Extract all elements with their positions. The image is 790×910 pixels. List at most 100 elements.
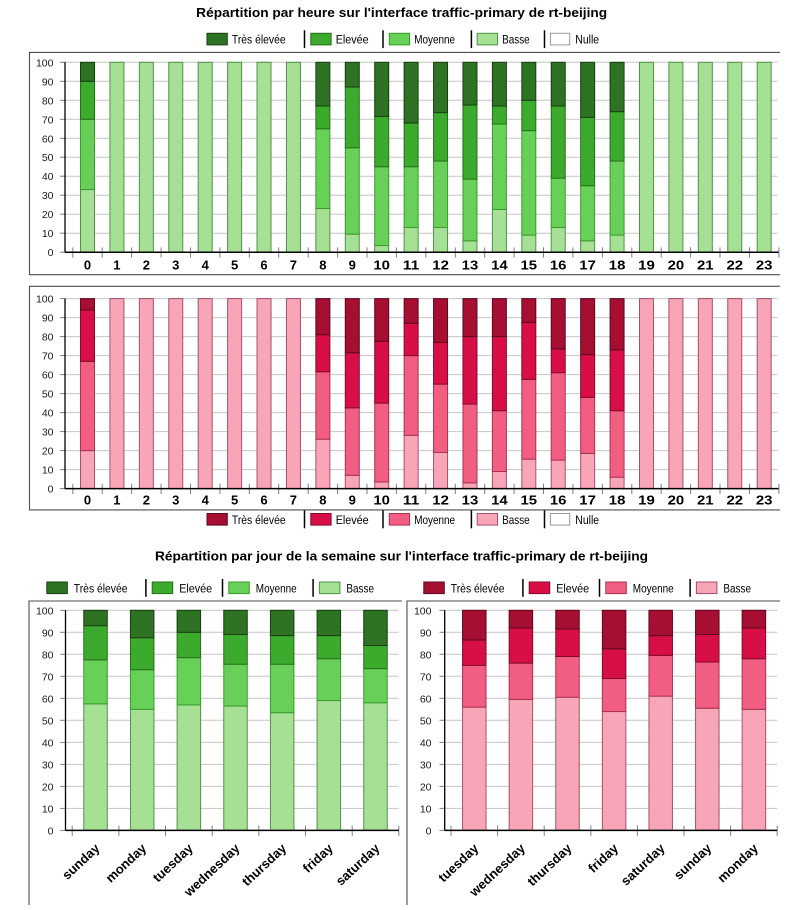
svg-text:Répartition par jour de la sem: Répartition par jour de la semaine sur l…: [155, 549, 648, 564]
svg-text:0: 0: [426, 825, 432, 837]
svg-text:16: 16: [550, 258, 567, 273]
svg-text:20: 20: [668, 258, 685, 273]
svg-text:18: 18: [609, 492, 626, 507]
svg-text:23: 23: [756, 492, 773, 507]
svg-text:30: 30: [42, 427, 54, 439]
svg-text:30: 30: [42, 190, 54, 202]
svg-text:6: 6: [260, 258, 267, 273]
svg-text:70: 70: [42, 114, 54, 126]
svg-text:14: 14: [491, 258, 508, 273]
svg-text:8: 8: [319, 258, 326, 273]
svg-text:50: 50: [420, 715, 432, 727]
svg-text:100: 100: [36, 605, 54, 617]
svg-text:Très élevée: Très élevée: [232, 513, 286, 527]
svg-text:6: 6: [260, 492, 267, 507]
svg-text:10: 10: [373, 258, 390, 273]
svg-text:Moyenne: Moyenne: [256, 581, 297, 595]
svg-text:80: 80: [42, 95, 54, 107]
svg-text:70: 70: [42, 671, 54, 683]
svg-text:80: 80: [42, 332, 54, 344]
svg-text:5: 5: [231, 492, 238, 507]
svg-text:20: 20: [42, 209, 54, 221]
svg-text:Elevée: Elevée: [336, 513, 369, 527]
svg-text:90: 90: [420, 627, 432, 639]
svg-text:20: 20: [420, 781, 432, 793]
svg-text:20: 20: [42, 781, 54, 793]
svg-text:10: 10: [420, 803, 432, 815]
svg-text:11: 11: [403, 492, 420, 507]
svg-text:Basse: Basse: [723, 581, 751, 595]
svg-text:40: 40: [42, 737, 54, 749]
svg-text:14: 14: [491, 492, 508, 507]
svg-text:0: 0: [48, 484, 54, 496]
svg-text:Très élevée: Très élevée: [74, 581, 128, 595]
svg-text:Moyenne: Moyenne: [414, 33, 455, 47]
svg-text:50: 50: [42, 152, 54, 164]
svg-text:60: 60: [420, 693, 432, 705]
svg-text:Nulle: Nulle: [575, 513, 599, 527]
svg-text:90: 90: [42, 76, 54, 88]
svg-text:13: 13: [462, 492, 479, 507]
svg-text:Elevée: Elevée: [336, 33, 369, 47]
svg-text:10: 10: [42, 228, 54, 240]
svg-text:40: 40: [420, 737, 432, 749]
svg-text:5: 5: [231, 258, 238, 273]
svg-text:0: 0: [84, 258, 91, 273]
svg-text:4: 4: [202, 258, 210, 273]
svg-text:2: 2: [143, 258, 150, 273]
svg-text:11: 11: [403, 258, 420, 273]
svg-text:13: 13: [462, 258, 479, 273]
svg-text:Très élevée: Très élevée: [232, 33, 286, 47]
svg-text:Moyenne: Moyenne: [414, 513, 455, 527]
svg-text:8: 8: [319, 492, 326, 507]
svg-text:Répartition par heure sur l'in: Répartition par heure sur l'interface tr…: [196, 5, 607, 20]
svg-text:30: 30: [420, 759, 432, 771]
svg-text:0: 0: [48, 247, 54, 259]
svg-text:10: 10: [42, 803, 54, 815]
svg-text:16: 16: [550, 492, 567, 507]
svg-text:20: 20: [42, 446, 54, 458]
svg-text:Elevée: Elevée: [179, 581, 212, 595]
svg-text:Moyenne: Moyenne: [633, 581, 674, 595]
svg-text:15: 15: [521, 492, 538, 507]
svg-text:23: 23: [756, 258, 773, 273]
svg-text:12: 12: [432, 258, 449, 273]
svg-text:100: 100: [36, 57, 54, 69]
svg-text:Basse: Basse: [502, 33, 530, 47]
svg-text:40: 40: [42, 408, 54, 420]
svg-text:30: 30: [42, 759, 54, 771]
svg-text:70: 70: [420, 671, 432, 683]
svg-text:Basse: Basse: [502, 513, 530, 527]
svg-text:10: 10: [42, 465, 54, 477]
svg-text:9: 9: [349, 492, 356, 507]
svg-text:20: 20: [668, 492, 685, 507]
svg-text:Basse: Basse: [346, 581, 374, 595]
svg-text:3: 3: [172, 258, 179, 273]
svg-text:60: 60: [42, 133, 54, 145]
svg-text:Très élevée: Très élevée: [451, 581, 505, 595]
svg-text:3: 3: [172, 492, 179, 507]
svg-text:40: 40: [42, 171, 54, 183]
svg-text:90: 90: [42, 313, 54, 325]
svg-text:9: 9: [349, 258, 356, 273]
svg-text:19: 19: [638, 492, 655, 507]
svg-text:50: 50: [42, 715, 54, 727]
svg-text:18: 18: [609, 258, 626, 273]
svg-text:0: 0: [48, 825, 54, 837]
svg-text:100: 100: [36, 294, 54, 306]
svg-text:1: 1: [113, 258, 120, 273]
svg-text:70: 70: [42, 351, 54, 363]
svg-text:21: 21: [697, 492, 714, 507]
svg-text:22: 22: [727, 492, 744, 507]
svg-text:7: 7: [290, 258, 297, 273]
svg-text:80: 80: [420, 649, 432, 661]
svg-text:60: 60: [42, 693, 54, 705]
svg-text:7: 7: [290, 492, 297, 507]
svg-text:50: 50: [42, 389, 54, 401]
svg-text:2: 2: [143, 492, 150, 507]
svg-text:100: 100: [414, 605, 432, 617]
svg-text:90: 90: [42, 627, 54, 639]
svg-text:Nulle: Nulle: [575, 33, 599, 47]
svg-text:21: 21: [697, 258, 714, 273]
svg-text:60: 60: [42, 370, 54, 382]
